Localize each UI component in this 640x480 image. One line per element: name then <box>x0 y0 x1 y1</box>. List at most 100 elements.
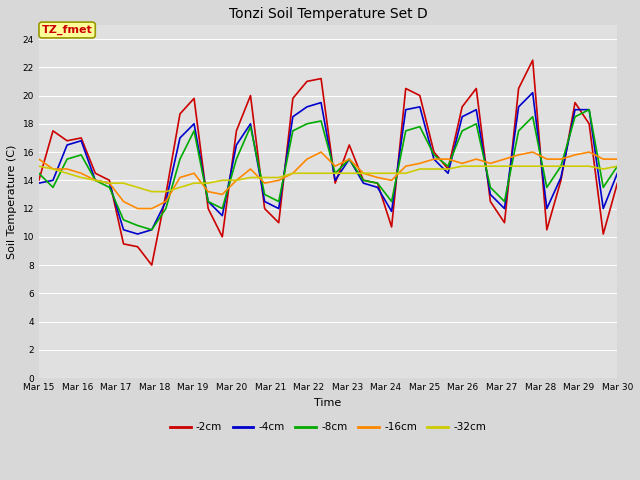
-4cm <box>416 104 424 110</box>
-16cm <box>486 160 494 166</box>
-2cm <box>148 262 156 268</box>
-16cm <box>472 156 480 162</box>
-2cm <box>472 85 480 91</box>
-4cm <box>360 180 367 186</box>
-2cm <box>346 142 353 148</box>
-2cm <box>176 111 184 117</box>
-16cm <box>303 156 311 162</box>
-16cm <box>275 178 283 183</box>
-16cm <box>529 149 536 155</box>
-8cm <box>303 121 311 127</box>
-8cm <box>402 128 410 134</box>
-2cm <box>430 149 438 155</box>
-32cm <box>444 166 452 172</box>
-8cm <box>346 156 353 162</box>
-16cm <box>317 149 325 155</box>
-16cm <box>402 163 410 169</box>
-4cm <box>218 213 226 218</box>
-32cm <box>515 163 522 169</box>
-2cm <box>586 121 593 127</box>
-8cm <box>148 227 156 233</box>
-2cm <box>600 231 607 237</box>
-4cm <box>190 121 198 127</box>
-2cm <box>92 170 99 176</box>
-4cm <box>232 142 240 148</box>
-8cm <box>600 184 607 190</box>
-2cm <box>332 180 339 186</box>
-16cm <box>458 160 466 166</box>
-4cm <box>458 114 466 120</box>
-2cm <box>543 227 550 233</box>
-2cm <box>246 93 254 98</box>
-8cm <box>571 114 579 120</box>
-8cm <box>543 184 550 190</box>
-8cm <box>374 180 381 186</box>
-8cm <box>275 199 283 204</box>
-32cm <box>586 163 593 169</box>
-8cm <box>586 107 593 112</box>
-8cm <box>162 206 170 212</box>
-32cm <box>289 170 297 176</box>
-32cm <box>500 163 508 169</box>
-32cm <box>77 175 85 180</box>
-4cm <box>402 107 410 112</box>
-32cm <box>232 178 240 183</box>
-8cm <box>120 217 127 223</box>
X-axis label: Time: Time <box>314 397 342 408</box>
-32cm <box>317 170 325 176</box>
-16cm <box>106 180 113 186</box>
-8cm <box>317 118 325 124</box>
-32cm <box>190 180 198 186</box>
-8cm <box>190 128 198 134</box>
-32cm <box>402 170 410 176</box>
-32cm <box>458 163 466 169</box>
-4cm <box>500 206 508 212</box>
-2cm <box>63 138 71 144</box>
-32cm <box>346 170 353 176</box>
-16cm <box>543 156 550 162</box>
-16cm <box>515 152 522 158</box>
-4cm <box>134 231 141 237</box>
-4cm <box>162 199 170 204</box>
-8cm <box>500 199 508 204</box>
-4cm <box>260 199 268 204</box>
-32cm <box>106 180 113 186</box>
-4cm <box>614 170 621 176</box>
-8cm <box>515 128 522 134</box>
-8cm <box>260 192 268 197</box>
-4cm <box>49 178 57 183</box>
-2cm <box>557 178 564 183</box>
-8cm <box>360 178 367 183</box>
Line: -2cm: -2cm <box>39 60 618 265</box>
-4cm <box>92 178 99 183</box>
-2cm <box>289 96 297 101</box>
Y-axis label: Soil Temperature (C): Soil Temperature (C) <box>7 144 17 259</box>
-16cm <box>374 175 381 180</box>
-32cm <box>388 170 396 176</box>
-16cm <box>260 180 268 186</box>
-16cm <box>416 160 424 166</box>
-4cm <box>148 227 156 233</box>
-4cm <box>303 104 311 110</box>
-32cm <box>260 175 268 180</box>
-2cm <box>120 241 127 247</box>
-8cm <box>332 170 339 176</box>
-2cm <box>303 79 311 84</box>
-4cm <box>374 184 381 190</box>
-8cm <box>529 114 536 120</box>
-2cm <box>232 128 240 134</box>
-2cm <box>317 76 325 82</box>
-32cm <box>557 163 564 169</box>
-2cm <box>275 220 283 226</box>
Line: -32cm: -32cm <box>39 166 618 192</box>
-4cm <box>543 206 550 212</box>
-32cm <box>543 163 550 169</box>
-32cm <box>92 178 99 183</box>
-4cm <box>472 107 480 112</box>
-32cm <box>148 189 156 194</box>
-4cm <box>444 170 452 176</box>
-2cm <box>162 192 170 197</box>
-8cm <box>63 156 71 162</box>
-16cm <box>600 156 607 162</box>
-8cm <box>134 223 141 228</box>
